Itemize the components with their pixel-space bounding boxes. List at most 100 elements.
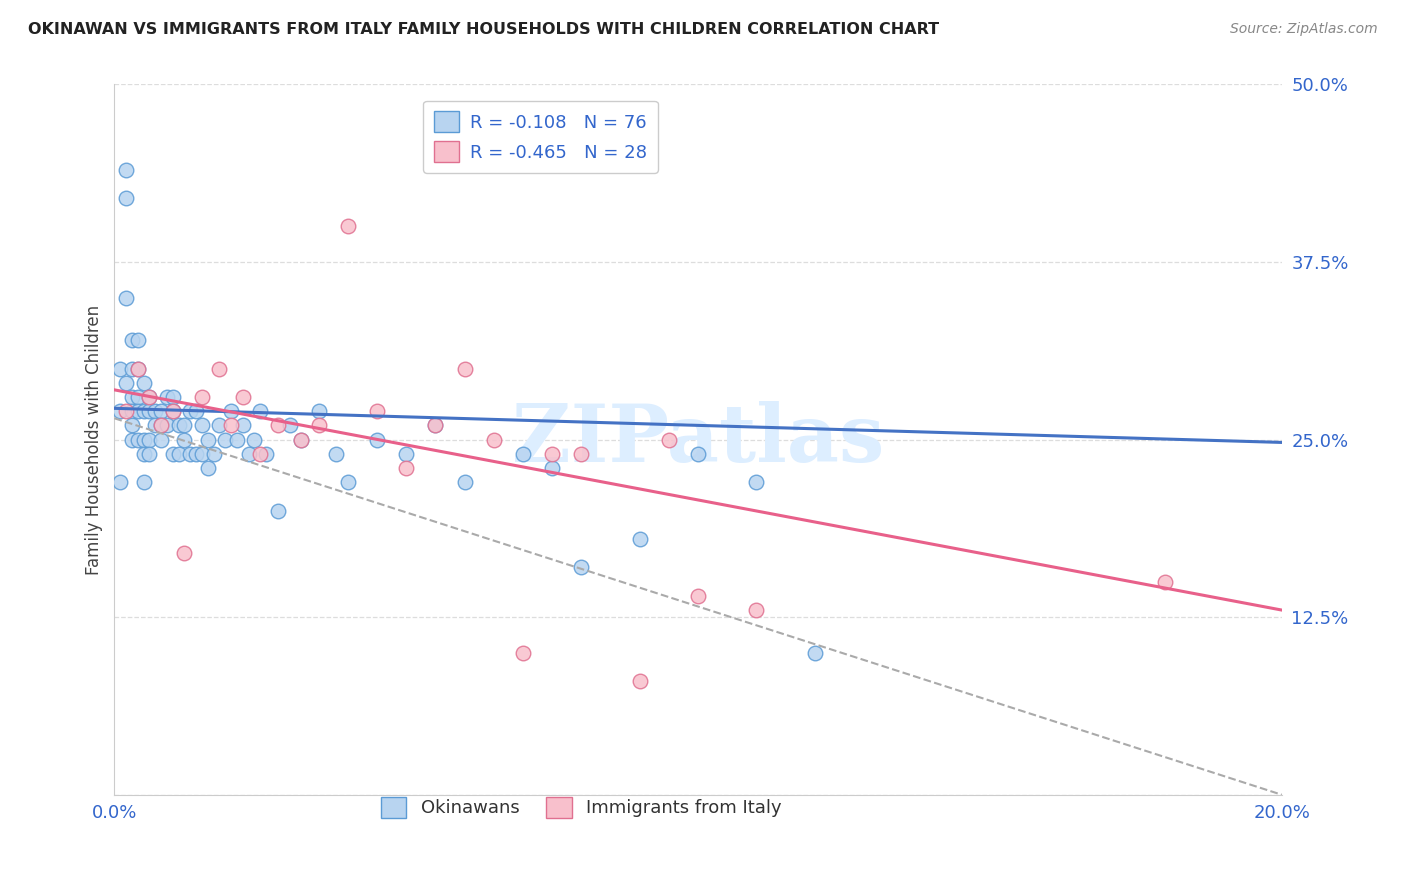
Point <box>232 418 254 433</box>
Point <box>115 162 138 177</box>
Point <box>138 390 160 404</box>
Point <box>150 433 173 447</box>
Point <box>512 447 534 461</box>
Point <box>249 404 271 418</box>
Point <box>115 404 138 418</box>
Point <box>278 418 301 433</box>
Point <box>127 433 149 447</box>
Point <box>336 219 359 234</box>
Point <box>121 390 143 404</box>
Point <box>336 475 359 490</box>
Point <box>569 560 592 574</box>
Point <box>628 674 651 689</box>
Point <box>243 433 266 447</box>
Point <box>115 291 138 305</box>
Point <box>156 390 179 404</box>
Text: ZIPatlas: ZIPatlas <box>512 401 884 479</box>
Y-axis label: Family Households with Children: Family Households with Children <box>86 304 103 574</box>
Point <box>132 433 155 447</box>
Point <box>453 475 475 490</box>
Legend: Okinawans, Immigrants from Italy: Okinawans, Immigrants from Italy <box>374 789 789 825</box>
Point <box>482 433 505 447</box>
Point <box>325 447 347 461</box>
Point <box>686 447 709 461</box>
Point <box>226 433 249 447</box>
Point <box>110 475 132 490</box>
Point <box>238 447 260 461</box>
Point <box>290 433 312 447</box>
Point <box>150 418 173 433</box>
Point <box>308 418 330 433</box>
Point <box>138 404 160 418</box>
Point <box>179 404 201 418</box>
Point <box>512 646 534 660</box>
Point <box>366 433 388 447</box>
Point <box>191 447 214 461</box>
Point <box>541 461 564 475</box>
Point <box>121 361 143 376</box>
Point <box>127 390 149 404</box>
Point <box>127 361 149 376</box>
Point <box>208 418 231 433</box>
Point <box>686 589 709 603</box>
Point <box>425 418 447 433</box>
Point <box>115 376 138 390</box>
Point <box>121 418 143 433</box>
Point <box>110 404 132 418</box>
Text: Source: ZipAtlas.com: Source: ZipAtlas.com <box>1230 22 1378 37</box>
Point <box>127 361 149 376</box>
Point <box>121 333 143 347</box>
Point <box>156 418 179 433</box>
Point <box>162 390 184 404</box>
Point <box>173 433 195 447</box>
Point <box>628 532 651 546</box>
Point <box>173 418 195 433</box>
Point <box>804 646 827 660</box>
Point <box>308 404 330 418</box>
Point <box>569 447 592 461</box>
Point <box>197 461 219 475</box>
Point <box>219 404 242 418</box>
Point <box>162 404 184 418</box>
Point <box>745 603 768 617</box>
Point <box>132 447 155 461</box>
Point <box>658 433 681 447</box>
Point <box>197 433 219 447</box>
Point <box>395 461 418 475</box>
Point <box>162 404 184 418</box>
Point <box>143 404 166 418</box>
Point <box>214 433 236 447</box>
Point <box>249 447 271 461</box>
Point <box>167 418 190 433</box>
Point <box>173 546 195 560</box>
Point <box>1154 574 1177 589</box>
Point <box>110 361 132 376</box>
Point <box>127 333 149 347</box>
Point <box>132 475 155 490</box>
Point <box>132 376 155 390</box>
Point <box>267 418 290 433</box>
Point <box>453 361 475 376</box>
Point <box>267 503 290 517</box>
Point <box>132 404 155 418</box>
Point <box>290 433 312 447</box>
Point <box>127 404 149 418</box>
Point <box>395 447 418 461</box>
Point <box>219 418 242 433</box>
Point <box>167 447 190 461</box>
Point <box>138 433 160 447</box>
Point <box>191 418 214 433</box>
Point <box>202 447 225 461</box>
Point <box>150 418 173 433</box>
Point <box>179 447 201 461</box>
Point <box>121 433 143 447</box>
Point <box>121 404 143 418</box>
Point <box>162 447 184 461</box>
Point <box>138 390 160 404</box>
Point <box>425 418 447 433</box>
Text: OKINAWAN VS IMMIGRANTS FROM ITALY FAMILY HOUSEHOLDS WITH CHILDREN CORRELATION CH: OKINAWAN VS IMMIGRANTS FROM ITALY FAMILY… <box>28 22 939 37</box>
Point <box>143 418 166 433</box>
Point <box>184 447 207 461</box>
Point <box>115 191 138 205</box>
Point <box>745 475 768 490</box>
